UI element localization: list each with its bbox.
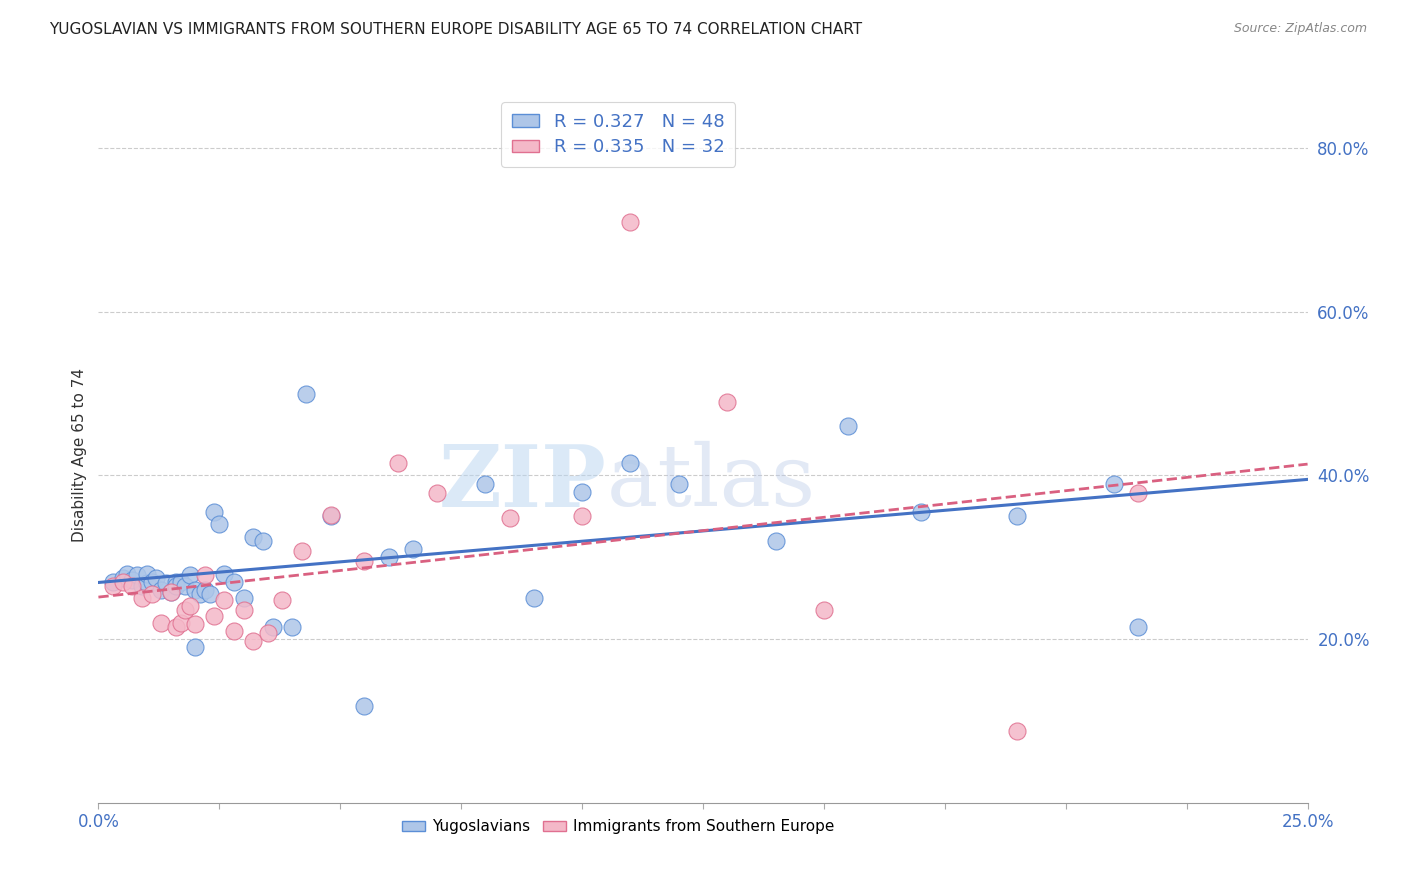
Point (165, 579, 187, 593)
Point (204, 609, 226, 624)
Text: Source: ZipAtlas.com: Source: ZipAtlas.com (1233, 22, 1367, 36)
Y-axis label: Disability Age 65 to 74: Disability Age 65 to 74 (72, 368, 87, 542)
Point (169, 615, 191, 630)
Text: ZIP: ZIP (439, 441, 606, 524)
Point (271, 592, 294, 607)
Point (1007, 723, 1029, 738)
Point (179, 568, 201, 582)
Point (813, 603, 835, 617)
Point (194, 568, 217, 582)
Point (319, 509, 342, 524)
Text: atlas: atlas (606, 442, 815, 524)
Point (179, 599, 201, 614)
Point (295, 386, 318, 401)
Legend: Yugoslavians, Immigrants from Southern Europe: Yugoslavians, Immigrants from Southern E… (396, 814, 841, 840)
Point (262, 620, 284, 634)
Point (101, 579, 124, 593)
Point (194, 582, 217, 597)
Point (174, 579, 197, 593)
Point (668, 476, 690, 491)
Point (1128, 486, 1150, 500)
Point (387, 456, 409, 470)
Point (571, 509, 593, 524)
Point (619, 214, 641, 228)
Point (184, 617, 207, 632)
Point (256, 625, 278, 640)
Point (174, 603, 197, 617)
Point (121, 579, 143, 593)
Point (1102, 476, 1125, 491)
Point (910, 505, 932, 519)
Point (131, 579, 153, 593)
Point (184, 582, 207, 597)
Point (498, 511, 520, 525)
Point (1128, 620, 1150, 634)
Point (150, 582, 173, 597)
Point (222, 574, 245, 589)
Point (145, 571, 167, 585)
Point (155, 576, 177, 591)
Point (716, 394, 738, 409)
Point (101, 574, 124, 589)
Point (474, 476, 496, 491)
Point (169, 574, 191, 589)
Point (135, 566, 157, 581)
Point (150, 615, 173, 630)
Point (160, 584, 183, 599)
Point (135, 576, 157, 591)
Point (426, 486, 449, 500)
Point (131, 591, 153, 606)
Point (184, 640, 207, 655)
Point (111, 574, 134, 589)
Point (837, 419, 859, 434)
Point (121, 573, 143, 587)
Point (402, 542, 425, 557)
Point (571, 484, 593, 499)
Point (523, 591, 546, 606)
Point (242, 633, 264, 648)
Point (619, 456, 641, 470)
Point (232, 591, 254, 606)
Point (212, 566, 235, 581)
Text: YUGOSLAVIAN VS IMMIGRANTS FROM SOUTHERN EUROPE DISABILITY AGE 65 TO 74 CORRELATI: YUGOSLAVIAN VS IMMIGRANTS FROM SOUTHERN … (49, 22, 862, 37)
Point (141, 574, 163, 589)
Point (377, 550, 399, 565)
Point (117, 566, 139, 581)
Point (208, 517, 231, 532)
Point (111, 571, 134, 585)
Point (765, 533, 787, 548)
Point (165, 574, 187, 589)
Point (319, 508, 342, 522)
Point (165, 620, 187, 634)
Point (242, 530, 264, 544)
Point (188, 587, 211, 601)
Point (232, 603, 254, 617)
Point (212, 592, 235, 607)
Point (160, 584, 183, 599)
Point (222, 624, 245, 638)
Point (290, 543, 312, 558)
Point (127, 568, 149, 582)
Point (252, 533, 274, 548)
Point (281, 620, 304, 634)
Point (353, 554, 375, 568)
Point (141, 587, 163, 601)
Point (204, 505, 226, 519)
Point (1007, 509, 1029, 524)
Point (353, 699, 375, 714)
Point (198, 587, 221, 601)
